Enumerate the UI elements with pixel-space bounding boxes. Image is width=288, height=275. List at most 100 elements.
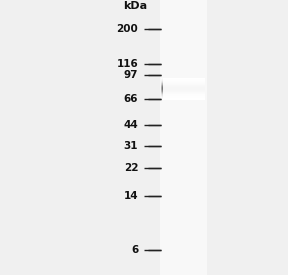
Bar <box>163 87 171 88</box>
Bar <box>163 80 199 81</box>
Bar <box>163 82 200 83</box>
Bar <box>163 93 174 94</box>
Bar <box>163 83 200 84</box>
Bar <box>163 88 198 89</box>
Bar <box>161 80 162 81</box>
Bar <box>163 85 192 86</box>
Bar <box>163 87 198 88</box>
Bar <box>162 95 164 96</box>
Bar <box>162 99 164 100</box>
Bar <box>163 87 192 88</box>
Bar <box>163 82 188 83</box>
Bar <box>163 99 187 100</box>
Bar <box>163 99 176 100</box>
Bar <box>163 80 198 81</box>
Bar <box>163 79 199 80</box>
Bar <box>164 95 205 96</box>
Bar <box>163 81 176 82</box>
Bar <box>163 89 175 90</box>
Bar <box>163 93 175 94</box>
Bar <box>163 86 189 87</box>
Bar <box>162 87 165 88</box>
Bar <box>163 80 169 81</box>
Bar <box>163 94 184 95</box>
Bar <box>163 82 179 83</box>
Bar <box>163 96 189 97</box>
Bar <box>163 79 200 80</box>
Bar <box>163 94 194 95</box>
Bar <box>163 96 195 97</box>
Bar <box>162 94 164 95</box>
Bar <box>163 92 188 93</box>
Bar <box>163 83 189 84</box>
Bar <box>163 89 174 90</box>
Bar <box>163 91 183 92</box>
Bar <box>163 93 199 94</box>
Bar <box>163 85 194 86</box>
Bar <box>163 97 173 98</box>
Bar <box>163 83 185 84</box>
Bar <box>163 84 169 85</box>
Bar <box>163 91 192 92</box>
Bar <box>162 89 167 90</box>
Bar <box>163 83 186 84</box>
Bar <box>162 97 167 98</box>
Bar <box>163 82 194 83</box>
Bar <box>163 80 196 81</box>
Bar <box>163 93 192 94</box>
Bar <box>163 91 196 92</box>
Bar <box>161 88 162 89</box>
Bar <box>164 94 204 95</box>
Bar <box>163 78 194 79</box>
Bar <box>163 89 186 90</box>
Bar <box>163 82 175 83</box>
Bar <box>163 98 198 99</box>
Bar <box>163 86 178 87</box>
Bar <box>163 89 196 90</box>
Bar <box>163 81 190 82</box>
Bar <box>163 93 195 94</box>
Bar <box>163 83 183 84</box>
Bar <box>163 97 197 98</box>
Bar <box>163 84 192 85</box>
Bar <box>163 88 169 89</box>
Bar <box>163 81 187 82</box>
Bar <box>163 86 192 87</box>
Bar <box>163 93 202 94</box>
Bar <box>163 91 202 92</box>
Bar <box>163 92 200 93</box>
Bar <box>163 98 179 99</box>
Bar <box>163 97 171 98</box>
Bar <box>162 94 166 95</box>
Bar <box>164 82 205 83</box>
Bar <box>163 81 186 82</box>
Bar <box>163 92 192 93</box>
Bar <box>164 82 204 83</box>
Bar <box>163 86 195 87</box>
Bar <box>163 98 178 99</box>
Bar <box>162 96 168 97</box>
Bar <box>163 82 192 83</box>
Bar <box>163 89 169 90</box>
Bar <box>163 83 198 84</box>
Bar <box>163 85 186 86</box>
Bar <box>162 80 164 81</box>
Bar <box>163 85 196 86</box>
Bar <box>162 96 167 97</box>
Bar <box>163 92 184 93</box>
Bar <box>163 96 198 97</box>
Bar <box>163 88 199 89</box>
Bar <box>163 96 192 97</box>
Bar <box>164 97 204 98</box>
Bar <box>163 93 202 94</box>
Bar <box>163 88 180 89</box>
Bar <box>162 96 165 97</box>
Bar <box>164 96 205 97</box>
Bar <box>163 84 180 85</box>
Bar <box>163 85 199 86</box>
Text: 116: 116 <box>116 59 138 69</box>
Bar <box>162 93 165 94</box>
Bar <box>164 78 204 79</box>
Bar <box>163 92 171 93</box>
Bar <box>163 99 178 100</box>
